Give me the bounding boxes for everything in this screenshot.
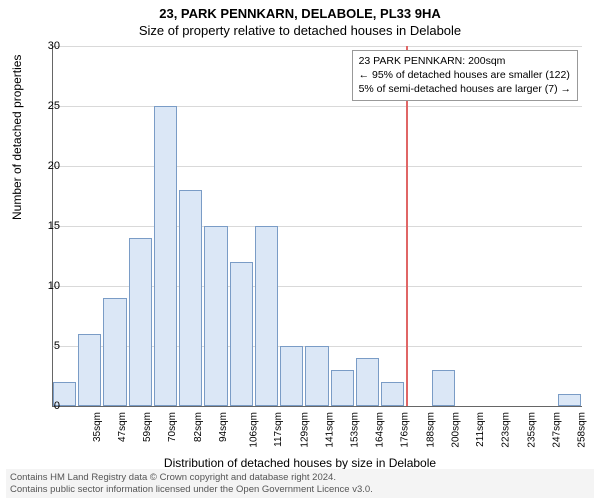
x-tick-label: 247sqm bbox=[551, 412, 562, 448]
x-tick-label: 211sqm bbox=[475, 412, 486, 447]
page-title: 23, PARK PENNKARN, DELABOLE, PL33 9HA bbox=[0, 0, 600, 21]
x-tick-label: 129sqm bbox=[299, 412, 310, 448]
annotation-line: 23 PARK PENNKARN: 200sqm bbox=[359, 54, 571, 68]
histogram-bar bbox=[255, 226, 278, 406]
y-tick-label: 30 bbox=[30, 40, 60, 52]
chart-container: 23, PARK PENNKARN, DELABOLE, PL33 9HA Si… bbox=[0, 0, 600, 500]
x-tick-label: 117sqm bbox=[273, 412, 284, 447]
attribution-text: Contains HM Land Registry data © Crown c… bbox=[6, 469, 594, 498]
y-tick-label: 15 bbox=[30, 220, 60, 232]
attribution-line: Contains public sector information licen… bbox=[10, 484, 590, 495]
annotation-line: 5% of semi-detached houses are larger (7… bbox=[359, 82, 571, 96]
x-tick-label: 70sqm bbox=[167, 412, 178, 442]
histogram-bar bbox=[280, 346, 303, 406]
histogram-bar bbox=[356, 358, 379, 406]
attribution-line: Contains HM Land Registry data © Crown c… bbox=[10, 472, 590, 483]
histogram-bar bbox=[305, 346, 328, 406]
x-tick-label: 94sqm bbox=[218, 412, 229, 442]
page-subtitle: Size of property relative to detached ho… bbox=[0, 23, 600, 38]
histogram-bar bbox=[179, 190, 202, 406]
histogram-bar bbox=[103, 298, 126, 406]
grid-line bbox=[52, 106, 582, 107]
x-tick-label: 235sqm bbox=[526, 412, 537, 448]
x-tick-label: 223sqm bbox=[501, 412, 512, 448]
histogram-bar bbox=[381, 382, 404, 406]
y-tick-label: 5 bbox=[30, 340, 60, 352]
x-tick-label: 59sqm bbox=[142, 412, 153, 442]
y-tick-label: 20 bbox=[30, 160, 60, 172]
x-tick-label: 35sqm bbox=[92, 412, 103, 442]
x-tick-label: 141sqm bbox=[324, 412, 335, 448]
grid-line bbox=[52, 46, 582, 47]
grid-line bbox=[52, 226, 582, 227]
annotation-box: 23 PARK PENNKARN: 200sqm← 95% of detache… bbox=[352, 50, 578, 101]
y-tick-label: 0 bbox=[30, 400, 60, 412]
histogram-bar bbox=[230, 262, 253, 406]
histogram-bar bbox=[129, 238, 152, 406]
annotation-line: ← 95% of detached houses are smaller (12… bbox=[359, 68, 571, 82]
x-tick-label: 47sqm bbox=[117, 412, 128, 442]
histogram-bar bbox=[331, 370, 354, 406]
x-tick-label: 176sqm bbox=[400, 412, 411, 448]
x-tick-label: 188sqm bbox=[425, 412, 436, 448]
histogram-bar bbox=[78, 334, 101, 406]
histogram-bar bbox=[558, 394, 581, 406]
y-tick-label: 25 bbox=[30, 100, 60, 112]
y-axis-label: Number of detached properties bbox=[10, 55, 24, 220]
histogram-bar bbox=[432, 370, 455, 406]
histogram-bar bbox=[154, 106, 177, 406]
x-tick-label: 258sqm bbox=[577, 412, 588, 448]
y-tick-label: 10 bbox=[30, 280, 60, 292]
histogram-bar bbox=[204, 226, 227, 406]
x-tick-label: 200sqm bbox=[451, 412, 462, 448]
x-axis-line bbox=[52, 406, 582, 407]
x-tick-label: 164sqm bbox=[375, 412, 386, 448]
x-tick-label: 82sqm bbox=[193, 412, 204, 442]
grid-line bbox=[52, 166, 582, 167]
x-tick-label: 153sqm bbox=[350, 412, 361, 448]
x-axis-label: Distribution of detached houses by size … bbox=[0, 456, 600, 470]
x-tick-label: 106sqm bbox=[249, 412, 260, 448]
